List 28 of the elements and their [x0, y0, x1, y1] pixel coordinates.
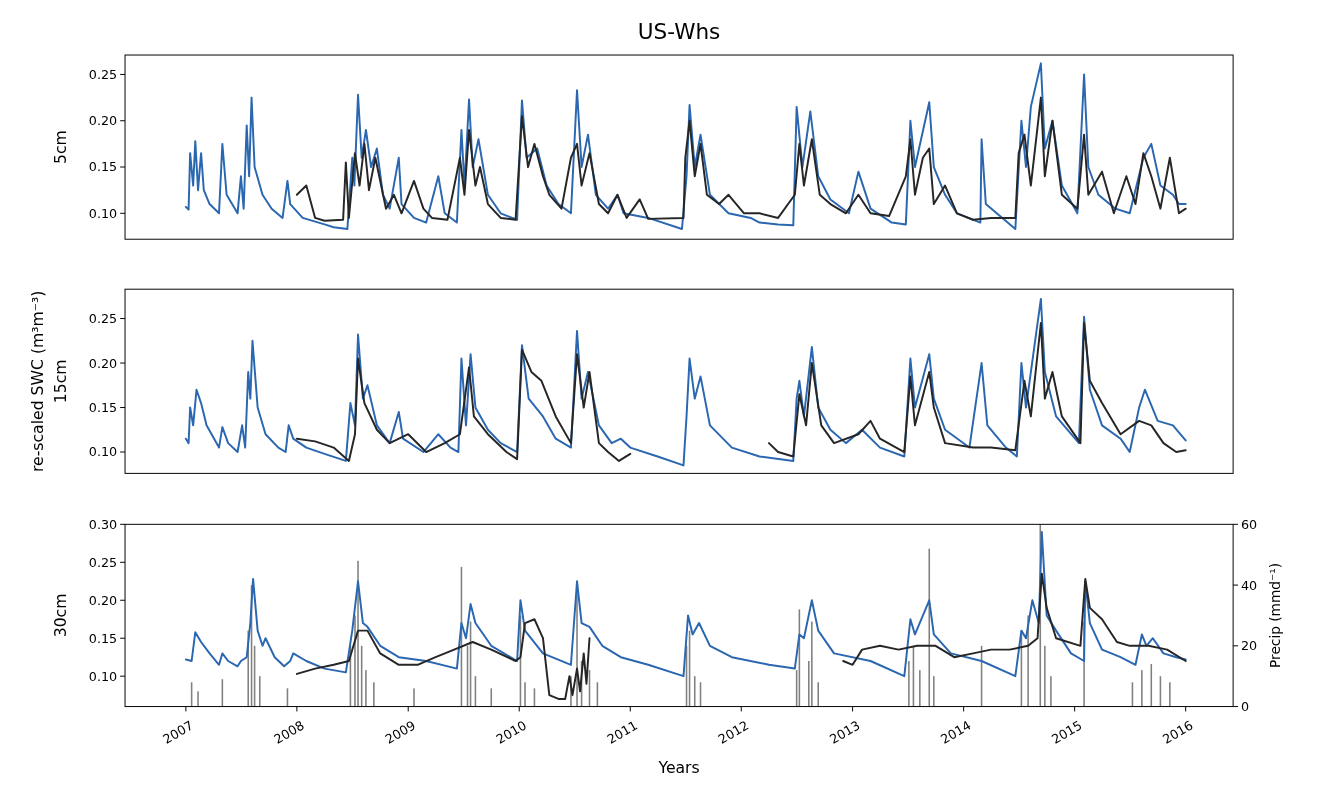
y-tick-label: 0.20 [88, 113, 118, 129]
y-tick-label: 0.10 [88, 668, 118, 684]
line-series [184, 62, 1187, 231]
y-axis-title: 30cm [51, 593, 71, 638]
y2-tick-label: 0 [1240, 699, 1250, 715]
y-tick-label: 0.20 [88, 355, 118, 371]
y-axis-title: 15cm [51, 359, 71, 404]
text: re-scaled SWC (m³m⁻³) [27, 290, 47, 473]
y-tick-label: 0.10 [88, 205, 118, 221]
y-tick-label: 0.10 [88, 444, 118, 460]
x-axis-title: Years [657, 758, 700, 778]
y-tick-label: 0.15 [88, 159, 118, 175]
y-tick-label: 0.25 [88, 311, 118, 327]
y2-tick-label: 60 [1240, 516, 1258, 532]
y-axis-title: 5cm [51, 130, 71, 165]
line-series [184, 298, 1187, 467]
y-tick-label: 0.15 [88, 399, 118, 415]
y-tick-label: 0.25 [88, 66, 118, 82]
y-tick-label: 0.15 [88, 630, 118, 646]
y-tick-label: 0.20 [88, 592, 118, 608]
y2-axis-title: Precip (mmd⁻¹) [1267, 562, 1284, 668]
y2-tick-label: 20 [1240, 638, 1258, 654]
line-series [184, 530, 1187, 678]
line-series [295, 96, 1187, 222]
y2-tick-label: 40 [1240, 577, 1258, 593]
y-tick-label: 0.25 [88, 554, 118, 570]
y-tick-label: 0.30 [88, 516, 118, 532]
chart-title: US-Whs [637, 19, 721, 45]
